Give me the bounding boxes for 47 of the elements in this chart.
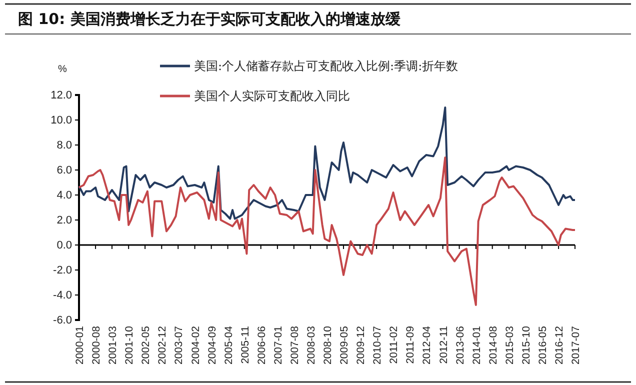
x-tick-label: 2002-05 bbox=[140, 326, 152, 365]
x-tick-label: 2014-01 bbox=[470, 326, 483, 365]
x-tick-label: 2004-09 bbox=[206, 326, 218, 365]
x-tick-label: 2001-03 bbox=[106, 326, 119, 365]
line-series bbox=[78, 106, 576, 220]
x-tick-label: 2011-09 bbox=[404, 326, 417, 364]
x-tick-label: 2010-07 bbox=[372, 326, 384, 365]
y-axis-title: % bbox=[58, 64, 67, 75]
y-tick-label: 10.0 bbox=[50, 114, 72, 127]
y-tick-label: -2.0 bbox=[53, 264, 72, 277]
x-tick-label: 2009-05 bbox=[338, 326, 350, 365]
y-tick-label: -4.0 bbox=[53, 290, 72, 302]
y-tick-label: 0.0 bbox=[56, 240, 72, 252]
y-tick-label: 8.0 bbox=[56, 140, 72, 152]
x-tick-label: 2008-03 bbox=[305, 326, 318, 365]
x-tick-label: 2013-06 bbox=[454, 326, 466, 365]
x-tick-label: 2000-01 bbox=[74, 326, 86, 365]
y-tick-label: 12.0 bbox=[50, 90, 72, 102]
x-tick-label: 2007-08 bbox=[288, 326, 301, 365]
x-tick-label: 2016-05 bbox=[536, 326, 549, 365]
x-tick-label: 2000-08 bbox=[90, 326, 103, 365]
line-series bbox=[78, 156, 576, 306]
x-tick-label: 2001-10 bbox=[124, 326, 136, 365]
x-tick-label: 2016-12 bbox=[554, 326, 566, 365]
y-tick-label: 4.0 bbox=[56, 190, 72, 202]
x-tick-label: 2011-02 bbox=[388, 326, 400, 364]
x-tick-label: 2017-07 bbox=[570, 326, 582, 365]
x-tick-label: 2007-01 bbox=[272, 326, 284, 365]
x-tick-label: 2003-07 bbox=[173, 326, 186, 365]
x-tick-label: 2014-08 bbox=[487, 326, 500, 365]
x-tick-label: 2012-04 bbox=[421, 326, 434, 365]
x-tick-label: 2004-02 bbox=[190, 326, 202, 365]
x-tick-label: 2015-03 bbox=[504, 326, 516, 365]
x-tick-label: 2005-04 bbox=[222, 326, 235, 365]
y-tick-label: 2.0 bbox=[56, 214, 72, 227]
x-tick-label: 2002-12 bbox=[156, 326, 169, 365]
x-tick-label: 2009-12 bbox=[355, 326, 368, 365]
x-tick-label: 2005-11 bbox=[239, 326, 252, 364]
legend-label: 美国个人实际可支配收入同比 bbox=[194, 89, 350, 103]
x-tick-label: 2012-11 bbox=[438, 326, 450, 364]
x-tick-label: 2006-06 bbox=[256, 326, 268, 365]
y-tick-label: -6.0 bbox=[53, 314, 72, 327]
legend-label: 美国:个人储蓄存款占可支配收入比例:季调:折年数 bbox=[194, 59, 458, 73]
chart-title: 图 10: 美国消费增长乏力在于实际可支配收入的增速放缓 bbox=[18, 10, 402, 28]
x-tick-label: 2015-10 bbox=[520, 326, 532, 365]
y-tick-label: 6.0 bbox=[56, 164, 72, 177]
x-tick-label: 2008-10 bbox=[322, 326, 334, 365]
